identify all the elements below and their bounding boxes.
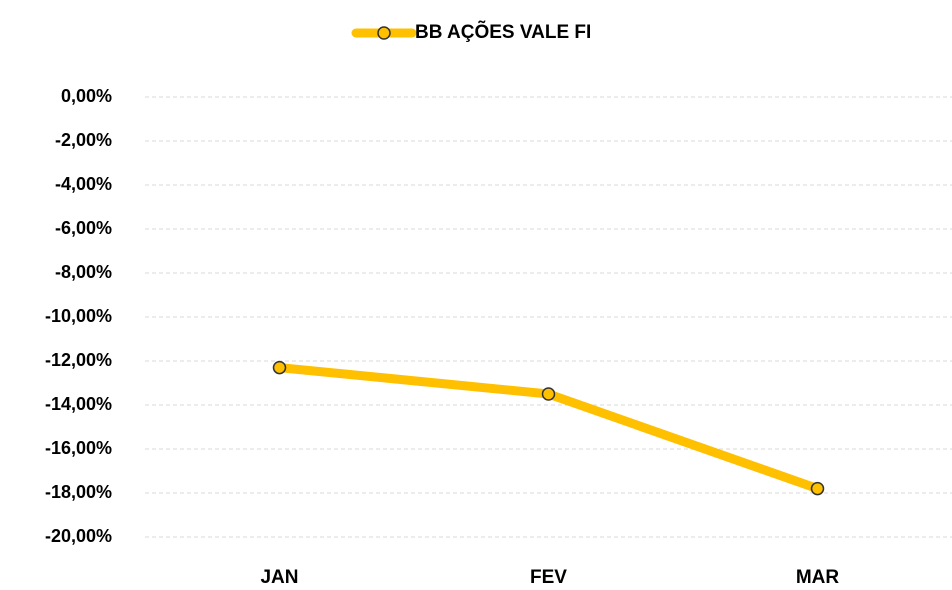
y-tick-label: -10,00% xyxy=(45,306,112,326)
data-point xyxy=(541,387,556,401)
x-tick-label: MAR xyxy=(796,567,840,588)
y-tick-label: -4,00% xyxy=(55,174,112,194)
y-tick-label: -18,00% xyxy=(45,482,112,502)
legend-label: BB AÇÕES VALE FI xyxy=(415,21,591,43)
y-tick-label: -14,00% xyxy=(45,394,112,414)
y-tick-label: -20,00% xyxy=(45,526,112,546)
x-tick-label: JAN xyxy=(260,567,298,588)
series-line xyxy=(275,363,822,494)
data-point xyxy=(810,481,825,496)
y-tick-label: -12,00% xyxy=(45,350,112,370)
y-tick-label: -16,00% xyxy=(45,438,112,458)
y-tick-label: -6,00% xyxy=(55,218,112,238)
data-point xyxy=(272,360,287,375)
y-tick-label: -2,00% xyxy=(55,130,112,150)
y-tick-label: 0,00% xyxy=(61,86,112,106)
x-tick-label: FEV xyxy=(530,567,567,588)
legend-marker xyxy=(377,26,391,40)
y-tick-label: -8,00% xyxy=(55,262,112,282)
